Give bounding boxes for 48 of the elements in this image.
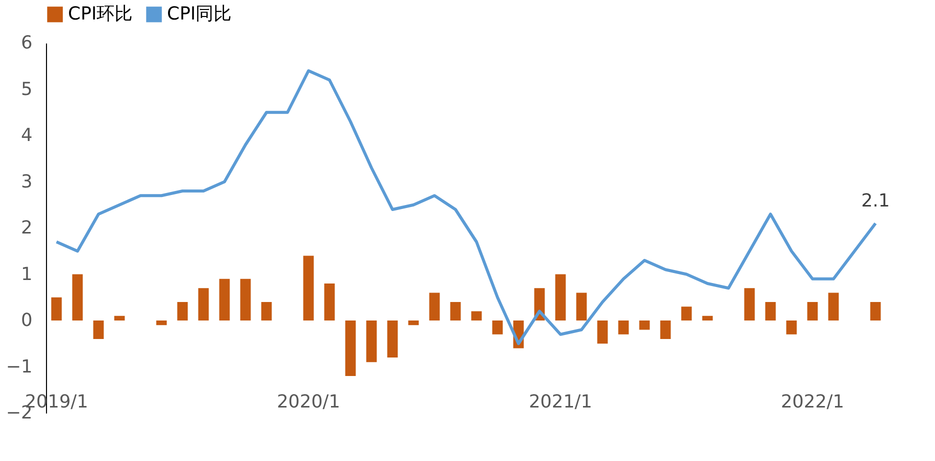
bar [471, 311, 482, 320]
bar [450, 302, 461, 320]
bar [786, 320, 797, 334]
y-tick-label: 3 [21, 171, 32, 192]
bar [618, 320, 629, 334]
bar [870, 302, 881, 320]
bar [345, 320, 356, 376]
bar [114, 316, 125, 320]
y-tick-label: −1 [6, 356, 32, 378]
x-tick-label: 2021/1 [528, 391, 592, 412]
legend-label: CPI环比 [68, 3, 133, 24]
y-tick-label: 6 [21, 32, 32, 54]
bar [366, 320, 377, 362]
bar [660, 320, 671, 339]
y-tick-label: 0 [21, 310, 32, 331]
bar [177, 302, 188, 320]
bar [597, 320, 608, 344]
bar [303, 256, 314, 320]
bar [72, 274, 83, 320]
bar [408, 320, 419, 326]
bar [744, 288, 755, 320]
x-tick-label: 2022/1 [780, 391, 844, 412]
bar [219, 278, 230, 320]
bar [807, 302, 818, 320]
bar [765, 302, 776, 320]
bar [702, 316, 713, 320]
bar [261, 302, 272, 320]
y-tick-label: 1 [21, 264, 32, 285]
bar [387, 320, 398, 358]
y-tick-label: 5 [21, 78, 32, 100]
bar [681, 306, 692, 320]
bar [555, 274, 566, 320]
bar [429, 292, 440, 320]
bar [156, 320, 167, 326]
bar [492, 320, 503, 334]
y-tick-label: 2 [21, 218, 32, 238]
bar [828, 292, 839, 320]
bar [576, 292, 587, 320]
bar [324, 284, 335, 320]
x-tick-label: 2020/1 [276, 391, 340, 412]
bar [639, 320, 650, 330]
legend-label: CPI同比 [167, 3, 232, 24]
bar [51, 297, 62, 320]
bar [198, 288, 209, 320]
y-tick-label: 4 [21, 125, 32, 146]
annotation: 2.1 [861, 190, 890, 212]
bar [240, 278, 251, 320]
bar [93, 320, 104, 339]
